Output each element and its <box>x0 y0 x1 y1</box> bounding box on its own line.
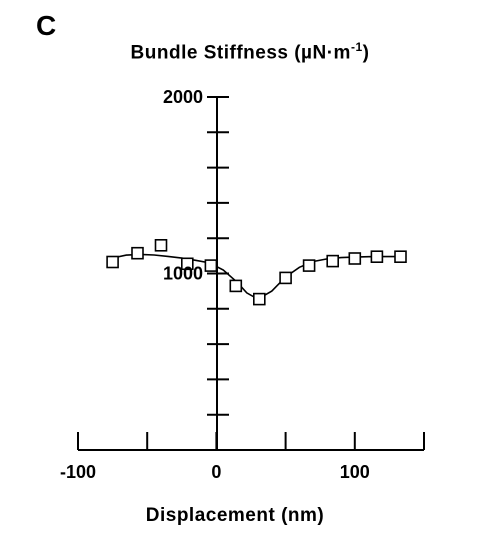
data-point-square <box>302 259 316 272</box>
data-point-square <box>229 279 243 293</box>
data-point-square <box>279 271 292 285</box>
data-point-square <box>204 259 218 272</box>
data-point-square <box>326 254 340 268</box>
chart-title-exponent: -1 <box>350 40 363 54</box>
x-tick-label: 0 <box>211 462 221 482</box>
data-points-layer <box>106 239 407 306</box>
chart-title: Bundle Stiffness (µN·m-1) <box>0 40 500 64</box>
panel-label: C <box>36 10 57 41</box>
y-tick-label: 1000 <box>163 264 203 284</box>
data-point-square <box>131 246 144 260</box>
x-axis-label: Displacement (nm) <box>145 505 325 526</box>
data-point-square <box>253 292 266 306</box>
data-point-square <box>394 250 407 263</box>
data-point-square <box>106 255 119 269</box>
fit-curve-layer <box>112 253 401 301</box>
fit-curve <box>112 253 401 301</box>
x-tick-label: 100 <box>340 462 370 482</box>
data-point-square <box>370 250 384 263</box>
data-point-square <box>181 257 194 271</box>
axes <box>77 96 425 451</box>
data-point-square <box>154 239 168 252</box>
chart-title-close: ) <box>362 42 370 64</box>
chart-title-text: Bundle Stiffness (µN·m <box>130 42 351 64</box>
tick-labels-layer: -100 0 100 2000 1000 <box>60 87 370 482</box>
x-tick-label: -100 <box>60 462 96 482</box>
y-tick-label: 2000 <box>163 87 203 107</box>
data-point-square <box>348 252 362 265</box>
